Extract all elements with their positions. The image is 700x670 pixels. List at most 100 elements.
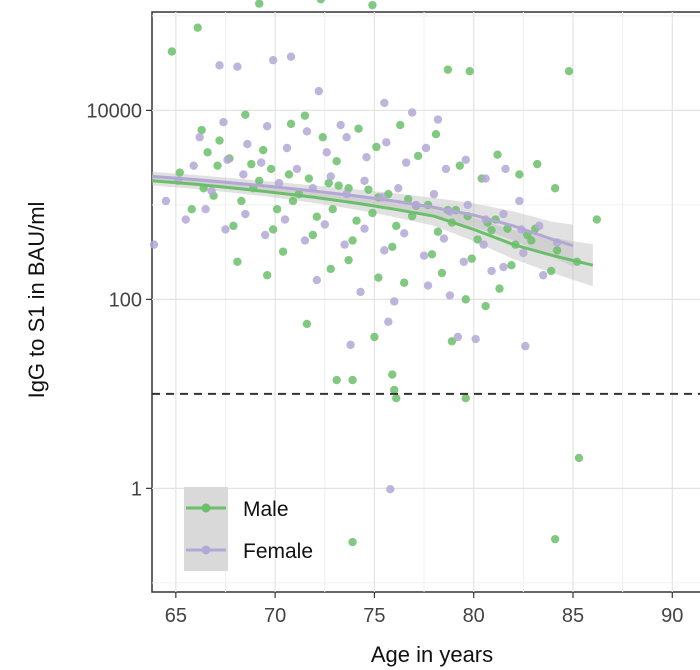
data-point-female xyxy=(322,148,331,157)
data-point-male xyxy=(312,212,322,221)
data-point-female xyxy=(401,158,411,167)
data-point-male xyxy=(262,271,272,280)
trend-line-female xyxy=(151,174,574,248)
data-point-female xyxy=(223,155,232,165)
y-axis: 1 100 10000 xyxy=(86,100,152,500)
data-point-male xyxy=(318,133,327,142)
data-point-female xyxy=(459,257,468,266)
data-point-female xyxy=(499,262,508,272)
data-point-male xyxy=(259,145,268,155)
data-point-male xyxy=(241,110,250,119)
data-point-female xyxy=(262,122,272,131)
data-point-female xyxy=(445,291,455,300)
data-point-female xyxy=(239,170,248,179)
data-point-male xyxy=(427,250,437,259)
data-point-male xyxy=(515,170,524,179)
data-point-female xyxy=(360,176,369,185)
data-point-female xyxy=(342,133,351,142)
data-point-male xyxy=(332,375,341,385)
data-point-male xyxy=(233,257,242,266)
grid-lines xyxy=(152,12,700,592)
data-point-male xyxy=(503,224,512,233)
data-point-male xyxy=(175,168,185,177)
data-point-female xyxy=(499,209,508,219)
data-point-male xyxy=(193,23,202,32)
plot-area xyxy=(149,0,700,593)
data-point-male xyxy=(433,227,443,236)
data-point-female xyxy=(149,240,159,249)
data-point-female xyxy=(314,86,324,96)
data-point-female xyxy=(419,251,429,260)
data-point-male xyxy=(455,161,465,170)
data-point-female xyxy=(233,62,242,71)
data-point-male xyxy=(344,255,353,265)
data-point-male xyxy=(465,66,474,76)
data-point-male xyxy=(550,534,560,544)
data-point-male xyxy=(203,148,212,157)
data-point-female xyxy=(453,332,463,342)
data-point-female xyxy=(421,143,431,153)
data-point-male xyxy=(495,284,504,293)
data-point-female xyxy=(539,271,548,280)
data-point-male xyxy=(592,215,602,224)
data-point-female xyxy=(380,98,389,108)
data-point-female xyxy=(215,61,224,70)
data-point-female xyxy=(356,287,365,297)
data-point-male xyxy=(334,181,343,190)
data-point-female xyxy=(292,164,302,174)
data-point-male xyxy=(215,136,224,145)
data-point-female xyxy=(521,341,530,351)
data-point-female xyxy=(161,196,171,206)
data-point-female xyxy=(195,133,204,142)
data-point-male xyxy=(213,161,222,170)
data-point-male xyxy=(354,124,363,133)
data-point-female xyxy=(302,127,312,136)
data-point-male xyxy=(308,230,318,240)
data-point-male xyxy=(403,194,413,204)
data-point-female xyxy=(479,240,488,249)
data-point-female xyxy=(384,317,393,326)
data-point-female xyxy=(221,225,230,234)
data-point-male xyxy=(461,295,470,304)
data-point-male xyxy=(374,273,383,282)
data-point-female xyxy=(286,52,296,61)
trend-line-male xyxy=(151,179,594,267)
data-point-female xyxy=(423,281,433,290)
data-point-female xyxy=(487,266,496,276)
data-point-female xyxy=(257,158,266,167)
legend-label-female: Female xyxy=(243,540,313,563)
data-point-female xyxy=(346,340,355,350)
data-point-female xyxy=(399,229,409,238)
data-point-male xyxy=(392,393,401,403)
x-tick-label: 65 xyxy=(165,605,187,627)
data-point-female xyxy=(433,115,443,124)
data-point-male xyxy=(288,196,298,206)
x-axis: 65 70 75 80 85 90 xyxy=(165,592,683,627)
data-point-male xyxy=(229,221,238,231)
data-point-female xyxy=(282,143,292,153)
data-point-male xyxy=(552,246,562,255)
data-point-male xyxy=(272,205,282,214)
legend-label-male: Male xyxy=(243,498,289,521)
trend-lines xyxy=(151,174,594,267)
data-point-male xyxy=(368,0,377,10)
data-point-male xyxy=(167,47,177,56)
data-point-male xyxy=(533,159,542,169)
data-point-female xyxy=(535,221,544,231)
data-point-male xyxy=(255,0,264,8)
data-point-female xyxy=(382,138,391,147)
data-point-male xyxy=(550,184,560,193)
data-point-male xyxy=(300,111,310,120)
data-point-female xyxy=(394,184,403,193)
data-point-male xyxy=(370,332,379,342)
data-point-male xyxy=(481,301,490,311)
data-point-male xyxy=(316,0,325,4)
data-point-female xyxy=(362,152,371,162)
data-point-female xyxy=(201,205,210,214)
data-point-male xyxy=(348,236,357,245)
data-point-female xyxy=(439,234,449,243)
x-tick-label: 85 xyxy=(562,605,584,627)
data-point-male xyxy=(487,225,496,235)
data-point-male xyxy=(388,242,397,252)
data-point-male xyxy=(187,205,196,214)
